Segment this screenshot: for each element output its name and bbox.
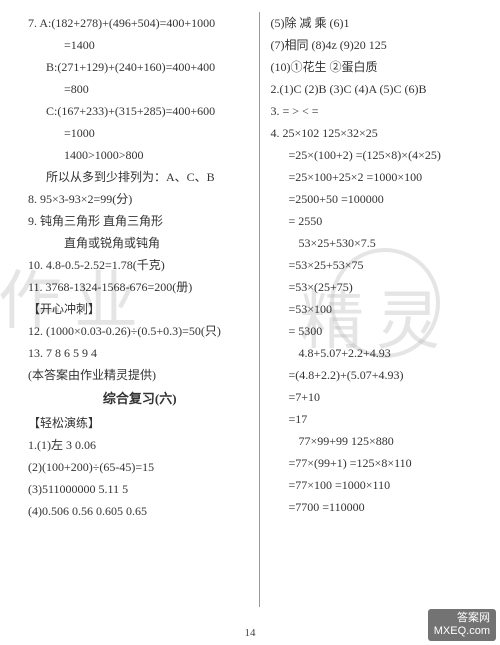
text-line: 7. A:(182+278)+(496+504)=400+1000 <box>28 12 251 34</box>
text-line: =1000 <box>28 122 251 144</box>
text-line: 【开心冲刺】 <box>28 298 251 320</box>
text-line: (2)(100+200)÷(65-45)=15 <box>28 456 251 478</box>
text-line: 1400>1000>800 <box>28 144 251 166</box>
text-line: 所以从多到少排列为：A、C、B <box>28 166 251 188</box>
text-line: 直角或锐角或钝角 <box>28 232 251 254</box>
text-line: = 5300 <box>270 320 482 342</box>
text-line: =800 <box>28 78 251 100</box>
text-line: 10. 4.8-0.5-2.52=1.78(千克) <box>28 254 251 276</box>
text-line: 8. 95×3-93×2=99(分) <box>28 188 251 210</box>
text-line: C:(167+233)+(315+285)=400+600 <box>28 100 251 122</box>
text-line: =7+10 <box>270 386 482 408</box>
text-line: 11. 3768-1324-1568-676=200(册) <box>28 276 251 298</box>
text-line: =7700 =110000 <box>270 496 482 518</box>
text-line: 1.(1)左 3 0.06 <box>28 434 251 456</box>
text-line: 13. 7 8 6 5 9 4 <box>28 342 251 364</box>
text-line: =2500+50 =100000 <box>270 188 482 210</box>
text-line: (4)0.506 0.56 0.605 0.65 <box>28 500 251 522</box>
text-line: (10)①花生 ②蛋白质 <box>270 56 482 78</box>
text-line: =17 <box>270 408 482 430</box>
corner-line2: MXEQ.com <box>434 625 490 638</box>
text-line: (本答案由作业精灵提供) <box>28 364 251 386</box>
corner-line1: 答案网 <box>434 612 490 625</box>
text-line: =77×100 =1000×110 <box>270 474 482 496</box>
text-line: 9. 钝角三角形 直角三角形 <box>28 210 251 232</box>
text-line: 【轻松演练】 <box>28 412 251 434</box>
text-line: 3. = > < = <box>270 100 482 122</box>
text-line: 53×25+530×7.5 <box>270 232 482 254</box>
text-line: 4. 25×102 125×32×25 <box>270 122 482 144</box>
text-line: =25×(100+2) =(125×8)×(4×25) <box>270 144 482 166</box>
text-line: =77×(99+1) =125×8×110 <box>270 452 482 474</box>
text-line: 4.8+5.07+2.2+4.93 <box>270 342 482 364</box>
text-line: = 2550 <box>270 210 482 232</box>
page-number: 14 <box>0 627 500 639</box>
column-left: 7. A:(182+278)+(496+504)=400+1000=1400B:… <box>28 12 259 607</box>
column-right: (5)除 减 乘 (6)1(7)相同 (8)4z (9)20 125(10)①花… <box>260 12 482 607</box>
text-line: 2.(1)C (2)B (3)C (4)A (5)C (6)B <box>270 78 482 100</box>
text-line: =53×(25+75) <box>270 276 482 298</box>
text-line: 77×99+99 125×880 <box>270 430 482 452</box>
text-line: (3)511000000 5.11 5 <box>28 478 251 500</box>
columns: 7. A:(182+278)+(496+504)=400+1000=1400B:… <box>28 12 482 607</box>
text-line: =(4.8+2.2)+(5.07+4.93) <box>270 364 482 386</box>
text-line: 12. (1000×0.03-0.26)÷(0.5+0.3)=50(只) <box>28 320 251 342</box>
page: 作业 精灵 7. A:(182+278)+(496+504)=400+1000=… <box>0 0 500 645</box>
text-line: (5)除 减 乘 (6)1 <box>270 12 482 34</box>
text-line: =53×25+53×75 <box>270 254 482 276</box>
text-line: B:(271+129)+(240+160)=400+400 <box>28 56 251 78</box>
text-line: =1400 <box>28 34 251 56</box>
text-line: =25×100+25×2 =1000×100 <box>270 166 482 188</box>
text-line: 综合复习(六) <box>28 386 251 412</box>
corner-badge: 答案网 MXEQ.com <box>428 609 496 641</box>
text-line: (7)相同 (8)4z (9)20 125 <box>270 34 482 56</box>
text-line: =53×100 <box>270 298 482 320</box>
